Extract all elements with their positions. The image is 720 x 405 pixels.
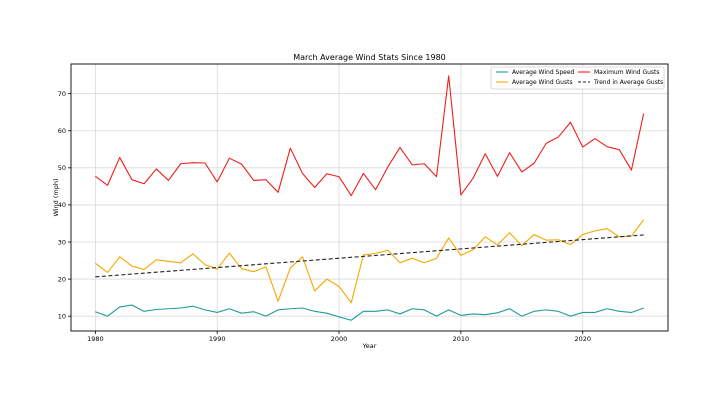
legend: Average Wind Speed Average Wind Gusts Maxi… bbox=[490, 66, 665, 90]
series-line-trend-in-average-gusts bbox=[95, 234, 644, 278]
y-tick-label: 30 bbox=[58, 238, 66, 246]
chart-title: March Average Wind Stats Since 1980 bbox=[293, 53, 446, 62]
y-tick-label: 50 bbox=[58, 164, 66, 172]
x-tick-label: 1980 bbox=[87, 335, 104, 343]
legend-label-average-wind-speed: Average Wind Speed bbox=[512, 69, 575, 76]
x-tick-label: 2000 bbox=[331, 335, 348, 343]
legend-label-average-wind-gusts: Average Wind Gusts bbox=[512, 79, 573, 86]
y-tick-label: 60 bbox=[58, 127, 66, 135]
y-axis-label: Wind (mph) bbox=[52, 178, 60, 216]
series-line-average-wind-gusts bbox=[95, 219, 645, 304]
legend-label-trend-in-average-gusts: Trend in Average Gusts bbox=[593, 79, 663, 86]
x-tick-label: 2010 bbox=[453, 335, 470, 343]
legend-label-maximum-wind-gusts: Maximum Wind Gusts bbox=[594, 69, 660, 76]
y-tick-label: 10 bbox=[58, 312, 66, 320]
legend-box bbox=[490, 66, 665, 90]
y-tick-label: 70 bbox=[58, 90, 66, 98]
y-tick-label: 40 bbox=[58, 201, 66, 209]
axis-ticks: 1980 1990 2000 2010 2020 10 20 30 40 50 60 70 bbox=[58, 90, 591, 343]
x-axis-label: Year bbox=[362, 342, 377, 350]
series-line-maximum-wind-gusts bbox=[95, 75, 645, 197]
x-tick-label: 2020 bbox=[574, 335, 591, 343]
y-tick-label: 20 bbox=[58, 275, 66, 283]
series-lines bbox=[95, 75, 645, 321]
grid-lines bbox=[71, 64, 668, 331]
plot-frame bbox=[70, 63, 669, 332]
series-line-average-wind-speed bbox=[95, 304, 644, 321]
x-tick-label: 1990 bbox=[209, 335, 226, 343]
